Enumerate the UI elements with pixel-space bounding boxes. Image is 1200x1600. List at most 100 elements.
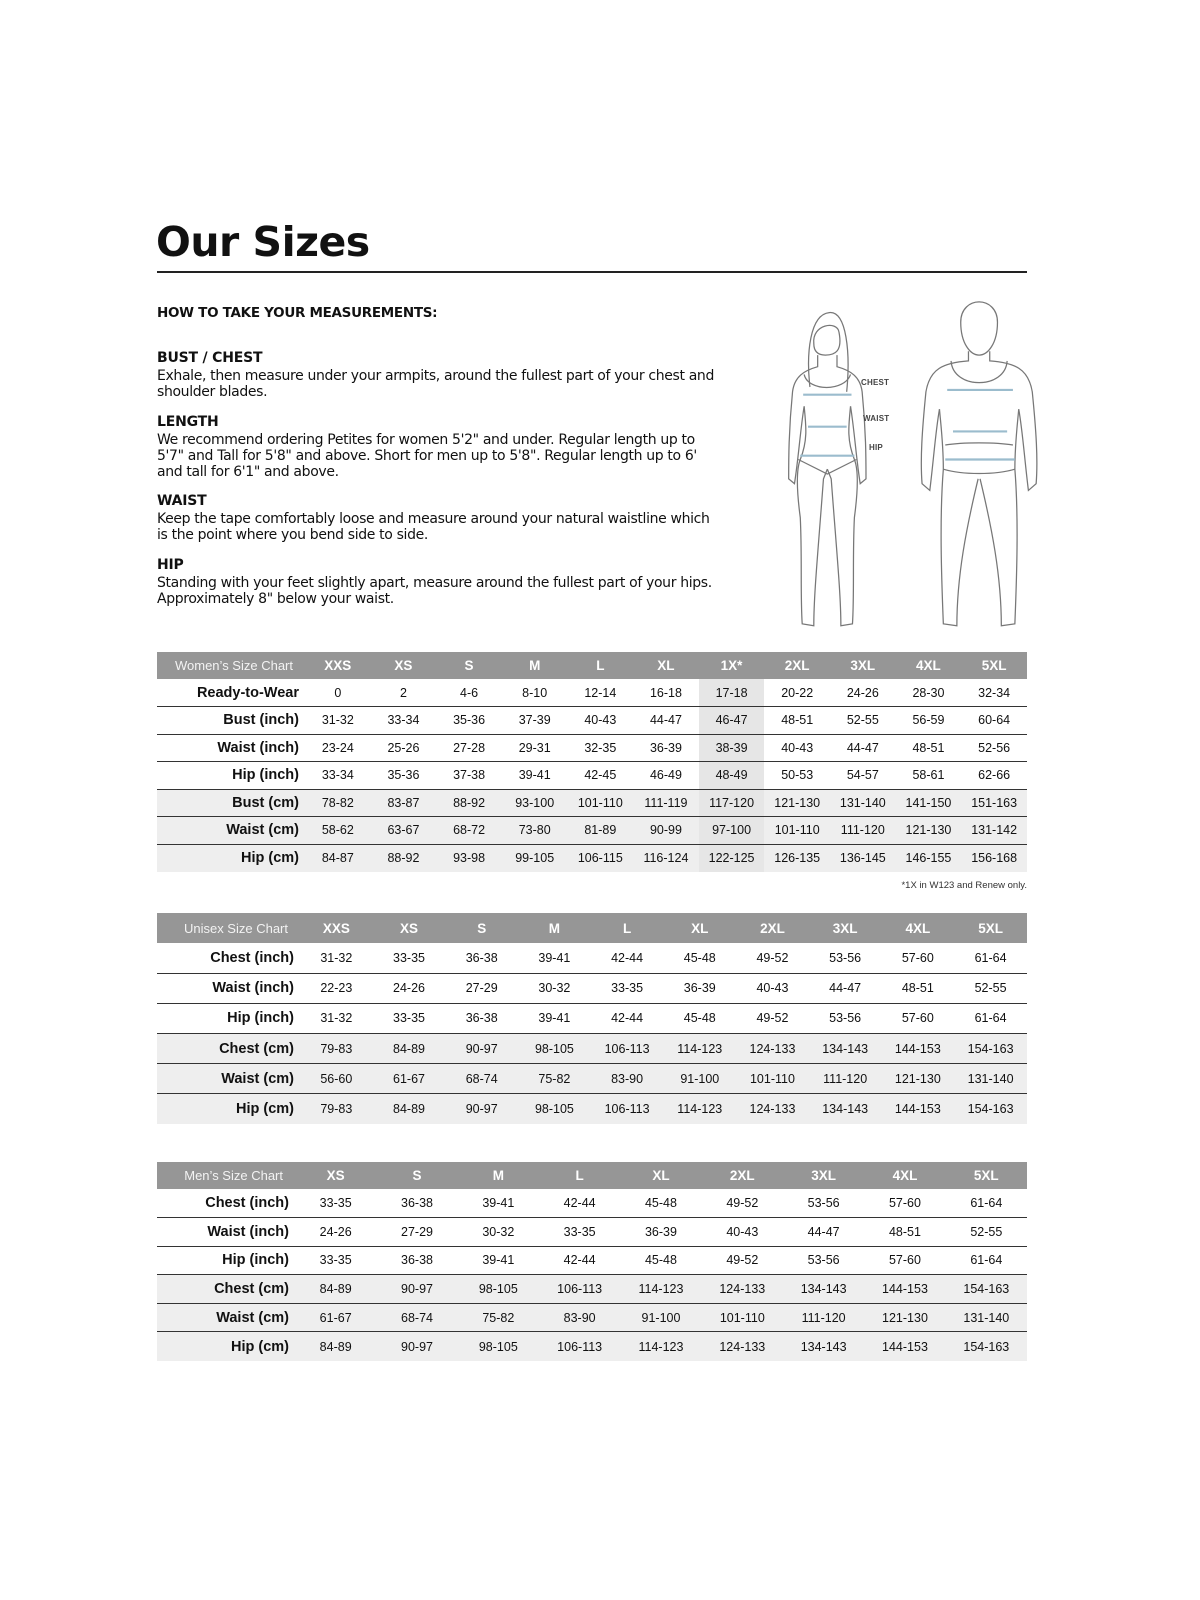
table-cell: 88-92 [436,788,502,817]
table-cell: 32-35 [567,733,634,762]
table-cell: 101-110 [567,788,634,817]
table-row: Waist (inch) 24-26 27-29 30-32 33-35 36-39 40-… [157,1217,1027,1247]
table-cell: 54-57 [830,761,896,789]
size-header: 5XL [945,1162,1027,1189]
table-cell: 42-44 [611,950,644,965]
size-header: L [567,652,634,679]
table-cell: 134-143 [782,1331,865,1361]
table-cell: 114-123 [663,1093,737,1125]
table-row: Hip (cm) 84-89 90-97 98-105 106-113 114-123 12… [157,1331,1027,1361]
table-cell: 144-153 [881,1093,955,1125]
table-cell: 42-44 [590,1002,664,1034]
table-cell: 121-130 [881,1063,955,1094]
table-cell: 68-74 [445,1063,519,1094]
table-cell: 20-22 [781,685,814,700]
table-cell: 58-61 [895,761,962,789]
size-header: XXS [305,652,371,679]
table-cell: 56-59 [895,706,962,734]
table-cell: 84-89 [372,1093,446,1125]
section-waist: WAIST Keep the tape comfortably loose an… [157,493,717,543]
table-cell: 122-125 [698,843,765,872]
row-label: Waist (inch) [157,1217,295,1247]
footnote: *1X in W123 and Renew only. [901,880,1027,891]
table-cell: 33-35 [295,1245,377,1275]
table-cell: 49-52 [736,1002,809,1034]
table-cell: 131-140 [954,1063,1027,1094]
table-row: Chest (inch) 31-32 33-35 36-38 39-41 42-44 45-… [157,943,1027,973]
size-header: S [376,1162,458,1189]
chart-title: Men’s Size Chart [157,1162,295,1189]
figure-label-waist: WAIST [863,414,890,423]
table-cell: 8-10 [522,685,548,700]
table-cell: 53-56 [829,950,862,965]
table-cell: 30-32 [457,1217,539,1247]
table-cell: 27-28 [436,733,502,762]
row-label: Waist (cm) [157,1302,295,1332]
table-cell: 44-47 [830,733,896,762]
row-label: Bust (cm) [157,788,305,817]
table-cell: 40-43 [736,972,809,1004]
table-cell: 31-32 [300,1002,373,1034]
table-row: Hip (inch) 31-32 33-35 36-38 39-41 42-44 45-48… [157,1002,1027,1034]
table-cell: 116-124 [633,843,699,872]
table-cell: 114-123 [663,1033,737,1064]
table-cell: 61-64 [974,950,1007,965]
table-cell: 106-115 [567,843,634,872]
table-cell: 40-43 [567,706,634,734]
table-cell: 106-113 [590,1033,664,1064]
page-title: Our Sizes [156,218,370,266]
row-label: Ready-to-Wear [196,684,299,701]
table-cell: 53-56 [807,1196,840,1211]
table-cell: 35-36 [370,761,437,789]
table-cell: 84-89 [295,1331,377,1361]
row-label: Hip (cm) [157,1093,300,1125]
table-cell: 27-29 [376,1217,458,1247]
table-cell: 106-113 [538,1274,621,1304]
title-divider [157,271,1027,273]
table-cell: 48-49 [698,761,765,789]
table-row: Ready-to-Wear 0 2 4-6 8-10 12-14 16-18 17-18 20-… [157,679,1027,707]
row-label: Hip (inch) [157,1245,295,1275]
table-cell: 29-31 [501,733,568,762]
table-cell: 61-64 [945,1245,1027,1275]
table-cell: 53-56 [782,1245,865,1275]
section-hip: HIP Standing with your feet slightly apa… [157,557,717,607]
table-cell: 31-32 [305,706,371,734]
chart-title: Unisex Size Chart [157,913,300,943]
row-label: Chest (inch) [205,1195,289,1212]
table-cell: 42-45 [567,761,634,789]
table-cell: 24-26 [372,972,446,1004]
table-cell: 4-6 [460,685,479,700]
row-label: Waist (inch) [157,972,300,1004]
table-cell: 46-47 [698,706,765,734]
table-cell: 61-67 [295,1302,377,1332]
table-row: Waist (inch) 22-23 24-26 27-29 30-32 33-35 36-… [157,972,1027,1004]
section-text: We recommend ordering Petites for women … [157,432,697,480]
table-cell: 154-163 [945,1274,1027,1304]
table-cell: 17-18 [698,679,765,707]
table-cell: 40-43 [764,733,830,762]
table-cell: 30-32 [518,972,591,1004]
size-header: S [445,913,519,943]
table-cell: 84-89 [295,1274,377,1304]
table-cell: 23-24 [305,733,371,762]
table-cell: 45-48 [620,1245,702,1275]
table-cell: 35-36 [436,706,502,734]
table-cell: 144-153 [864,1274,946,1304]
table-cell: 131-140 [830,788,896,817]
row-label: Waist (cm) [157,816,305,844]
size-header: M [518,913,591,943]
table-cell: 49-52 [726,1196,759,1211]
table-cell: 36-38 [376,1245,458,1275]
table-cell: 44-47 [633,706,699,734]
table-cell: 111-120 [830,816,896,844]
table-row: Hip (cm) 84-87 88-92 93-98 99-105 106-115 116-… [157,843,1027,872]
size-header: L [590,913,664,943]
table-cell: 75-82 [518,1063,591,1094]
table-cell: 154-163 [954,1033,1027,1064]
table-cell: 60-64 [961,706,1027,734]
table-cell: 48-51 [895,733,962,762]
table-cell: 121-130 [864,1302,946,1332]
table-cell: 24-26 [295,1217,377,1247]
table-cell: 49-52 [701,1245,783,1275]
